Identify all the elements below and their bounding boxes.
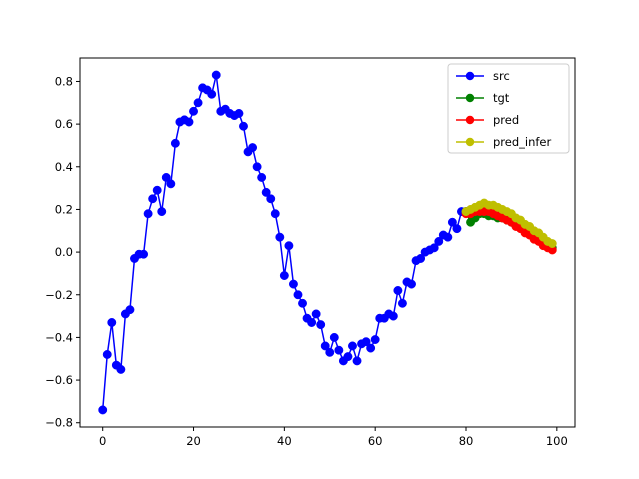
- legend-label: pred_infer: [493, 135, 552, 149]
- data-point: [125, 305, 135, 315]
- data-point: [447, 217, 457, 227]
- data-point: [152, 185, 162, 195]
- data-point: [116, 364, 126, 374]
- data-point: [239, 121, 248, 131]
- data-point: [288, 279, 298, 289]
- data-point: [157, 207, 167, 217]
- data-point: [284, 241, 294, 251]
- data-point: [366, 343, 376, 353]
- data-point: [143, 209, 153, 219]
- legend-item-tgt: tgt: [456, 91, 510, 105]
- legend-item-src: src: [456, 69, 510, 83]
- y-tick-label: −0.2: [45, 288, 73, 302]
- data-point: [257, 173, 267, 182]
- y-axis: −0.8 −0.6 −0.4 −0.2 0.0 0.2 0.4 0.6 0.8: [45, 74, 80, 430]
- x-tick-label: 80: [459, 434, 474, 448]
- series-pred-infer: [461, 198, 557, 249]
- data-point: [211, 70, 221, 80]
- data-point: [307, 318, 317, 327]
- data-point: [443, 232, 453, 242]
- data-point: [107, 318, 117, 327]
- legend-box: [447, 63, 570, 154]
- data-point: [348, 341, 357, 351]
- data-point: [334, 345, 344, 355]
- data-point: [275, 232, 285, 242]
- data-point: [316, 320, 326, 330]
- data-point: [261, 187, 271, 197]
- data-point: [207, 89, 217, 99]
- data-point: [293, 290, 303, 300]
- data-point: [361, 337, 371, 347]
- data-point: [452, 224, 462, 234]
- data-point: [298, 298, 307, 308]
- data-point: [279, 271, 289, 281]
- legend-marker: [465, 71, 475, 81]
- data-point: [184, 117, 194, 127]
- legend-label: src: [493, 69, 510, 83]
- data-point: [193, 98, 203, 108]
- data-point: [325, 347, 335, 357]
- data-point: [388, 311, 398, 321]
- data-point: [248, 143, 258, 153]
- y-tick-label: 0.6: [55, 117, 73, 131]
- data-point: [429, 243, 439, 253]
- x-tick-label: 20: [186, 434, 201, 448]
- series-src: [98, 70, 471, 415]
- data-point: [148, 194, 158, 204]
- legend-marker: [465, 93, 475, 103]
- x-tick-label: 0: [99, 434, 106, 448]
- legend-label: tgt: [493, 91, 510, 105]
- data-point: [343, 352, 353, 362]
- legend-marker: [465, 115, 475, 125]
- data-point: [189, 106, 198, 116]
- x-tick-label: 100: [546, 434, 568, 448]
- data-point: [102, 350, 112, 359]
- legend-label: pred: [493, 113, 519, 127]
- y-tick-label: 0.0: [55, 245, 73, 259]
- x-axis: 0 20 40 60 80 100: [99, 427, 568, 448]
- data-point: [397, 298, 407, 308]
- y-tick-label: 0.4: [55, 160, 73, 174]
- series-layer: [98, 70, 557, 415]
- data-point: [352, 356, 362, 366]
- data-point: [547, 239, 557, 249]
- data-point: [434, 236, 444, 246]
- data-point: [416, 254, 426, 263]
- legend: src tgt pred pred_infer: [447, 63, 570, 154]
- data-point: [370, 335, 380, 344]
- x-tick-label: 40: [277, 434, 292, 448]
- y-tick-label: 0.8: [55, 74, 73, 88]
- data-point: [139, 249, 149, 259]
- y-tick-label: −0.4: [45, 330, 73, 344]
- data-point: [266, 194, 276, 204]
- data-point: [98, 405, 108, 415]
- legend-marker: [465, 137, 475, 147]
- data-point: [170, 138, 180, 148]
- data-point: [252, 162, 262, 172]
- data-point: [270, 209, 280, 219]
- data-point: [320, 341, 330, 351]
- y-tick-label: −0.6: [45, 373, 73, 387]
- x-tick-label: 60: [368, 434, 383, 448]
- data-point: [311, 309, 321, 319]
- plot-frame: [79, 57, 576, 428]
- y-tick-label: 0.2: [55, 202, 73, 216]
- y-tick-label: −0.8: [45, 416, 73, 430]
- legend-item-pred: pred: [456, 113, 519, 127]
- legend-item-pred-infer: pred_infer: [456, 135, 552, 149]
- data-point: [234, 109, 244, 118]
- data-point: [161, 173, 171, 182]
- data-point: [393, 286, 403, 295]
- data-point: [166, 179, 176, 189]
- data-point: [329, 332, 339, 342]
- data-point: [407, 279, 416, 289]
